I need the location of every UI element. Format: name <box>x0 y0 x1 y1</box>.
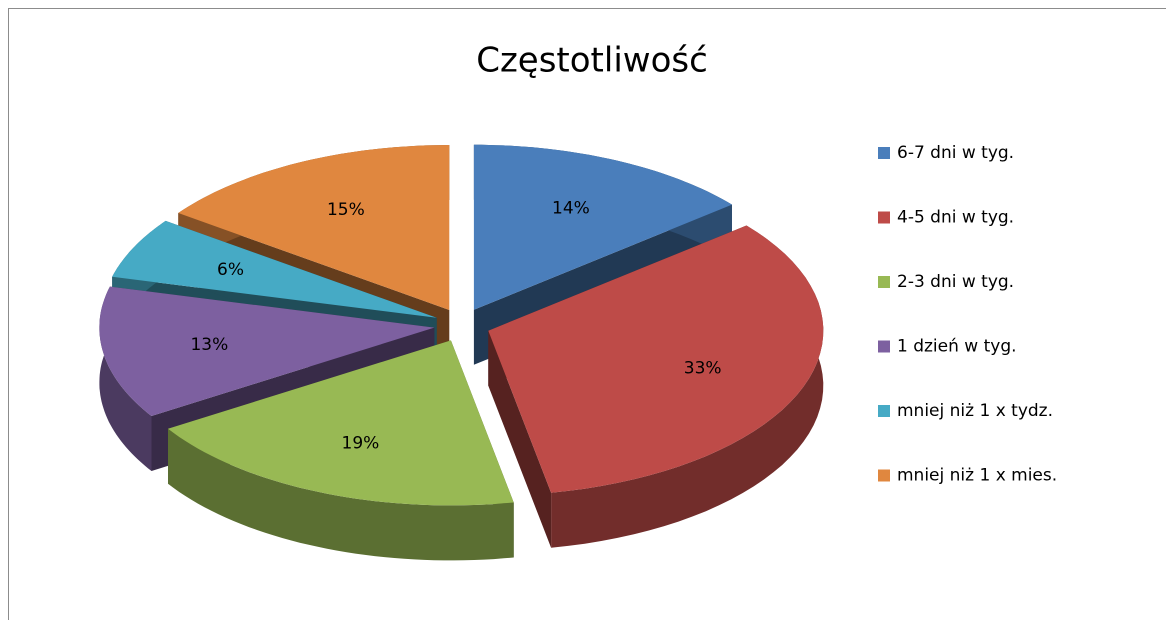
legend-label: mniej niż 1 x mies. <box>897 466 1057 486</box>
legend-swatch <box>878 405 890 417</box>
data-label: 19% <box>342 433 380 453</box>
chart-title: Częstotliwość <box>476 41 708 81</box>
legend-label: 4-5 dni w tyg. <box>897 208 1014 228</box>
legend-swatch <box>878 212 890 224</box>
legend-label: 2-3 dni w tyg. <box>897 272 1014 292</box>
legend-swatch <box>878 276 890 288</box>
legend-swatch <box>878 341 890 353</box>
legend-swatch <box>878 470 890 482</box>
data-label: 33% <box>684 359 722 379</box>
legend-label: 6-7 dni w tyg. <box>897 143 1014 163</box>
legend-label: mniej niż 1 x tydz. <box>897 401 1053 421</box>
legend-label: 1 dzień w tyg. <box>897 337 1017 357</box>
legend-swatch <box>878 147 890 159</box>
data-label: 6% <box>217 260 244 280</box>
data-label: 15% <box>327 200 365 220</box>
data-label: 14% <box>552 198 590 218</box>
data-label: 13% <box>190 335 228 355</box>
